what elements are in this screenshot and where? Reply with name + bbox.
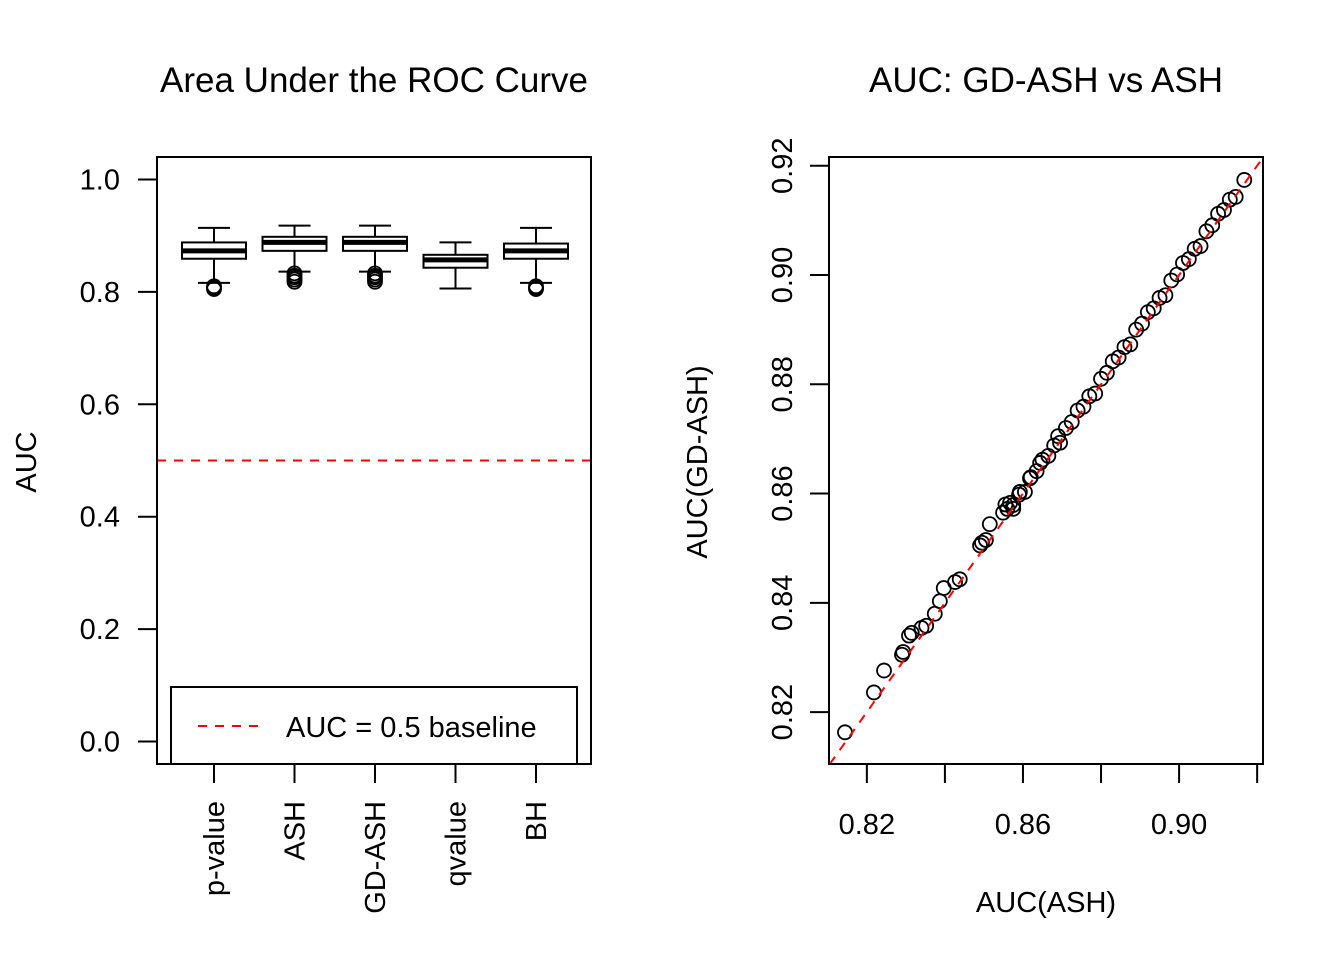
scatter-title: AUC: GD-ASH vs ASH xyxy=(869,61,1223,100)
scatter-point xyxy=(1005,500,1022,517)
y-tick-label: 0.84 xyxy=(767,575,799,631)
x-tick-label: GD-ASH xyxy=(360,801,392,914)
box-ASH xyxy=(261,224,328,290)
scatter-point xyxy=(951,571,968,588)
y-tick-label: 0.90 xyxy=(767,247,799,303)
scatter-point xyxy=(1017,484,1033,500)
scatter-point xyxy=(981,516,998,533)
y-tick-label: 0.2 xyxy=(80,614,120,646)
y-tick-label: 0.88 xyxy=(767,356,799,412)
box-p-value xyxy=(181,226,247,297)
x-tick-label: ASH xyxy=(280,801,312,861)
scatter-xlabel: AUC(ASH) xyxy=(976,887,1116,919)
legend-label: AUC = 0.5 baseline xyxy=(286,712,537,744)
box-qvalue xyxy=(422,241,489,290)
outlier-point xyxy=(367,273,383,290)
x-tick-label: 0.90 xyxy=(1151,809,1207,841)
x-tick-label: BH xyxy=(521,801,553,841)
scatter-point xyxy=(1052,434,1068,451)
boxplot-title: Area Under the ROC Curve xyxy=(160,61,588,100)
scatter-point xyxy=(918,617,935,634)
scatter-point xyxy=(901,627,917,644)
scatter-point xyxy=(1157,287,1174,304)
y-tick-label: 1.0 xyxy=(80,164,120,196)
scatter-point xyxy=(1122,336,1139,353)
x-tick-label: p-value xyxy=(199,801,231,896)
y-tick-label: 0.0 xyxy=(80,727,120,759)
y-tick-label: 0.92 xyxy=(767,138,799,194)
scatter-point xyxy=(1236,172,1253,188)
scatter-point xyxy=(1087,385,1104,402)
box-GD-ASH xyxy=(342,224,408,290)
identity-reference-line xyxy=(828,156,1264,765)
outlier-point xyxy=(528,281,544,297)
x-tick-label: qvalue xyxy=(441,801,473,886)
outlier-point xyxy=(286,273,303,290)
scatter-frame xyxy=(828,156,1264,765)
scatter-panel: AUC: GD-ASH vs ASH AUC(ASH) AUC(GD-ASH) … xyxy=(682,61,1264,919)
scatter-point xyxy=(903,624,920,641)
scatter-ylabel: AUC(GD-ASH) xyxy=(682,365,714,558)
boxplot-ylabel: AUC xyxy=(11,431,43,492)
scatter-point xyxy=(1192,238,1209,254)
boxplot-panel: Area Under the ROC Curve AUC 0.0 0.2 0.4 0.… xyxy=(11,61,592,914)
y-tick-label: 0.6 xyxy=(80,389,120,421)
y-tick-label: 0.82 xyxy=(767,684,799,740)
y-tick-label: 0.8 xyxy=(80,277,120,309)
y-tick-label: 0.86 xyxy=(767,465,799,521)
box-BH xyxy=(503,226,569,297)
scatter-point xyxy=(977,532,994,548)
x-tick-label: 0.86 xyxy=(995,809,1051,841)
y-tick-label: 0.4 xyxy=(80,502,120,534)
x-tick-label: 0.82 xyxy=(839,809,895,841)
scatter-point xyxy=(1227,188,1244,205)
legend: AUC = 0.5 baseline xyxy=(170,686,578,765)
outlier-point xyxy=(206,281,222,297)
scatter-point xyxy=(876,662,892,679)
